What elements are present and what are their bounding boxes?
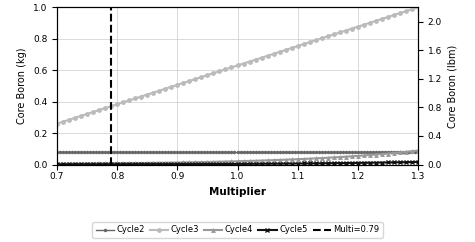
Cycle5	[391, 161, 397, 164]
Cycle4	[280, 158, 285, 161]
Cycle2	[415, 151, 421, 153]
Cycle2	[138, 151, 144, 153]
Cycle5	[138, 163, 144, 166]
Y-axis label: Core Boron (lbm): Core Boron (lbm)	[447, 44, 457, 128]
Cycle5	[280, 162, 285, 165]
Cycle4	[391, 151, 397, 154]
Legend: Cycle2, Cycle3, Cycle4, Cycle5, Multi=0.79: Cycle2, Cycle3, Cycle4, Cycle5, Multi=0.…	[92, 222, 383, 238]
Cycle3	[208, 73, 213, 76]
Cycle4	[415, 149, 421, 152]
Cycle5	[54, 163, 60, 166]
Cycle3	[415, 6, 421, 9]
Cycle4	[208, 160, 213, 163]
Cycle3	[298, 44, 304, 46]
Cycle2	[280, 151, 285, 153]
Line: Cycle3: Cycle3	[55, 5, 420, 126]
Line: Cycle2: Cycle2	[55, 150, 420, 154]
Cycle4	[54, 162, 60, 165]
Line: Cycle5: Cycle5	[55, 159, 420, 167]
Cycle3	[280, 49, 285, 52]
Cycle2	[208, 151, 213, 153]
Cycle4	[138, 162, 144, 165]
Cycle5	[90, 163, 96, 166]
Y-axis label: Core Boron (kg): Core Boron (kg)	[18, 48, 28, 124]
Cycle4	[298, 158, 304, 160]
Line: Cycle4: Cycle4	[55, 148, 420, 166]
Cycle3	[391, 14, 397, 16]
Cycle3	[138, 95, 144, 98]
Cycle4	[90, 162, 96, 165]
X-axis label: Multiplier: Multiplier	[209, 187, 266, 197]
Cycle2	[391, 151, 397, 153]
Cycle2	[298, 151, 304, 153]
Cycle3	[90, 111, 96, 113]
Cycle3	[54, 122, 60, 125]
Cycle5	[415, 160, 421, 163]
Cycle2	[54, 151, 60, 153]
Cycle5	[208, 163, 213, 166]
Cycle2	[90, 151, 96, 153]
Cycle5	[298, 162, 304, 165]
